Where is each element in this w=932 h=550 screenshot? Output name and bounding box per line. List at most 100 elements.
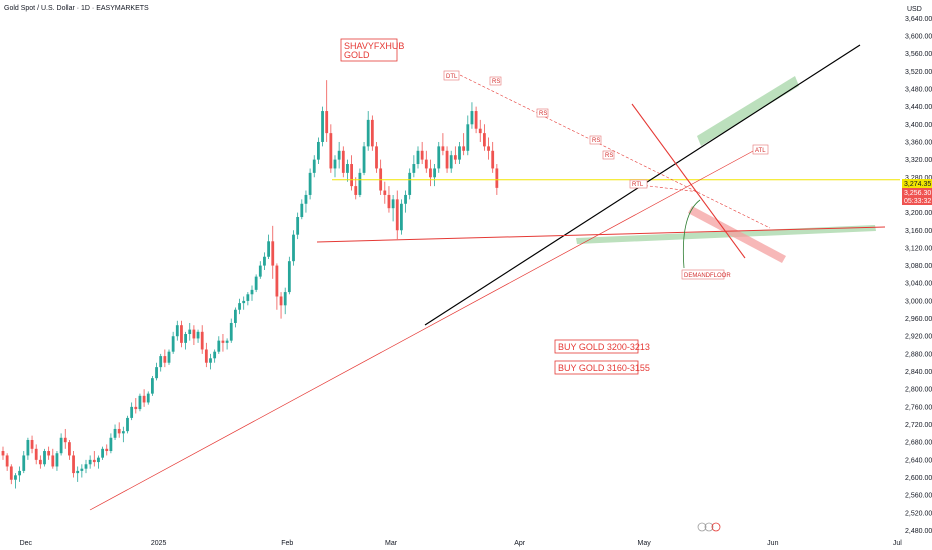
candle-body [200,331,204,350]
candle-body [92,459,96,463]
x-tick-label: Feb [281,540,293,547]
event-icon [697,522,707,532]
candle-body [354,186,358,195]
y-tick-label: 2,880.00 [905,351,932,358]
candle-body [346,164,349,173]
event-icon [711,522,721,532]
svg-text:ATL: ATL [755,148,766,154]
y-tick-label: 3,320.00 [905,157,932,164]
candle-body [333,159,337,169]
demand-floor-arrow [683,199,701,269]
candle-body [283,292,287,306]
candle-body [5,455,9,467]
candle-body [263,256,266,266]
x-tick-label: May [638,540,652,547]
candle-body [51,455,55,467]
candle-body [317,141,320,160]
buy-label-1: BUY GOLD 3200-3213 [554,339,650,354]
y-tick-label: 2,800.00 [905,387,932,394]
candle-body [146,393,150,403]
candle-body [478,128,482,134]
candle-body [304,194,308,204]
candles-layer [1,80,499,489]
svg-text:05:33:32: 05:33:32 [904,198,931,205]
demand-floor-label: DEMANDFLOOR [681,269,731,280]
candle-body [275,265,279,297]
candle-body [462,146,466,151]
x-tick-label: Dec [20,540,33,547]
rs-label-4: RS [602,150,615,160]
y-tick-label: 3,080.00 [905,263,932,270]
candle-body [387,194,391,209]
y-tick-label: 3,600.00 [905,33,932,40]
y-tick-label: 3,200.00 [905,210,932,217]
candle-body [84,464,88,469]
candle-body [437,146,441,169]
candle-body [312,159,316,173]
candle-body [296,217,300,235]
candle-body [9,466,13,480]
candle-body [429,168,432,178]
descending-trendline-dtl [459,74,771,229]
candle-body [234,309,237,323]
y-tick-label: 3,000.00 [905,298,932,305]
candle-body [337,150,341,160]
candle-body [470,111,474,125]
event-icon [704,522,714,532]
candle-body [192,329,196,339]
svg-text:RS: RS [539,111,547,117]
long-support-line [89,149,756,511]
candle-body [412,164,416,173]
zones-layer [576,76,876,263]
candle-body [117,428,121,434]
candle-body [167,351,171,363]
candle-body [88,459,92,465]
candle-body [134,406,138,410]
y-tick-label: 3,280.00 [905,175,932,182]
candle-body [375,146,378,169]
y-tick-label: 3,160.00 [905,228,932,235]
candle-body [329,133,333,169]
x-tick-label: Jul [893,540,902,547]
candle-body [271,241,275,266]
candle-body [113,428,117,438]
candle-body [26,439,30,456]
candle-body [453,155,457,160]
candle-body [300,203,304,218]
svg-text:3,256.30: 3,256.30 [904,190,931,197]
candle-body [474,111,478,129]
candle-body [238,303,241,310]
candle-body [163,356,167,363]
x-tick-label: Apr [514,540,526,547]
candle-body [196,331,200,339]
candle-body [449,155,453,169]
y-tick-label: 2,960.00 [905,316,932,323]
candle-body [155,367,158,379]
y-tick-label: 3,480.00 [905,86,932,93]
y-tick-label: 3,360.00 [905,139,932,146]
horizontal-support-line [316,226,886,243]
candle-body [321,111,324,142]
candle-body [383,190,387,195]
candle-body [101,448,104,458]
candle-body [184,334,187,343]
candle-body [408,172,412,195]
brand-line1: SHAVYFXHUB [344,41,404,51]
candle-body [14,475,17,480]
rtl-line [639,184,701,193]
candle-body [47,451,51,456]
candle-body [416,150,420,165]
y-tick-label: 3,120.00 [905,245,932,252]
svg-text:3,274.35: 3,274.35 [904,181,931,188]
candle-body [72,455,75,474]
green-zone-lower [576,225,876,244]
candle-body [188,329,192,335]
y-tick-label: 2,640.00 [905,457,932,464]
candle-body [370,119,374,147]
candle-body [424,159,428,169]
y-tick-label: 3,440.00 [905,104,932,111]
y-tick-label: 3,040.00 [905,281,932,288]
candle-body [68,442,71,456]
